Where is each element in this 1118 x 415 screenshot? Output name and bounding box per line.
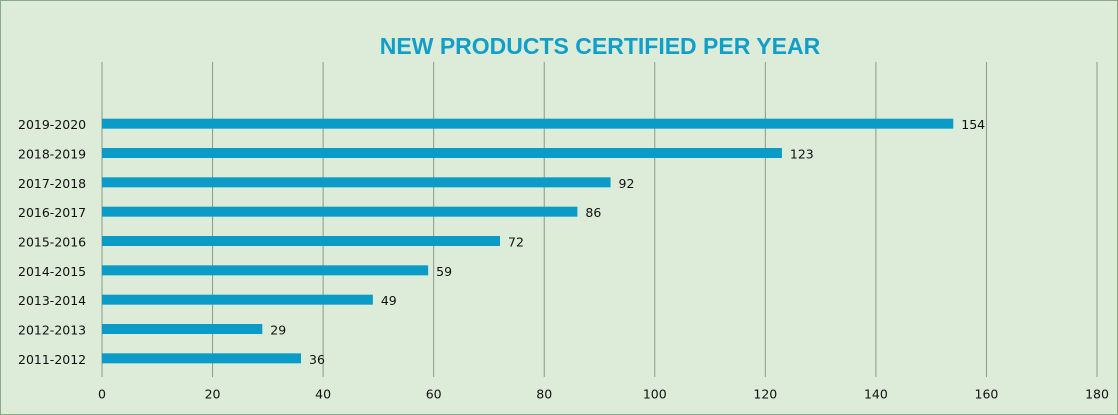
- x-tick-label: 80: [536, 387, 552, 402]
- bar: [102, 148, 782, 158]
- bar: [102, 324, 263, 334]
- bar: [102, 206, 578, 217]
- bar: [102, 265, 429, 276]
- y-tick-label: 2016-2017: [18, 205, 86, 220]
- x-tick-label: 120: [753, 387, 777, 402]
- y-tick-label: 2014-2015: [18, 264, 86, 279]
- data-label: 29: [270, 323, 286, 338]
- bar: [102, 294, 373, 305]
- x-tick-label: 0: [98, 387, 106, 402]
- chart-title: NEW PRODUCTS CERTIFIED PER YEAR: [380, 33, 821, 59]
- y-tick-label: 2019-2020: [18, 117, 86, 132]
- data-label: 36: [309, 352, 325, 367]
- x-tick-label: 60: [426, 387, 442, 402]
- x-tick-label: 180: [1085, 387, 1109, 402]
- bar: [102, 353, 301, 364]
- bar: [102, 118, 954, 129]
- data-label: 154: [961, 117, 985, 132]
- data-label: 72: [508, 235, 524, 250]
- y-tick-label: 2012-2013: [18, 323, 86, 338]
- y-tick-label: 2017-2018: [18, 176, 86, 191]
- y-tick-label: 2015-2016: [18, 235, 86, 250]
- x-tick-label: 140: [864, 387, 888, 402]
- bar: [102, 177, 611, 188]
- data-label: 92: [619, 176, 635, 191]
- x-tick-label: 160: [975, 387, 999, 402]
- bar: [102, 236, 500, 246]
- x-tick-label: 40: [315, 387, 331, 402]
- data-label: 59: [436, 264, 452, 279]
- data-label: 49: [381, 293, 397, 308]
- x-tick-label: 20: [205, 387, 221, 402]
- data-label: 86: [585, 205, 601, 220]
- x-tick-label: 100: [643, 387, 667, 402]
- y-tick-label: 2011-2012: [18, 352, 86, 367]
- data-label: 123: [790, 147, 814, 162]
- y-tick-label: 2013-2014: [18, 293, 86, 308]
- y-tick-label: 2018-2019: [18, 147, 86, 162]
